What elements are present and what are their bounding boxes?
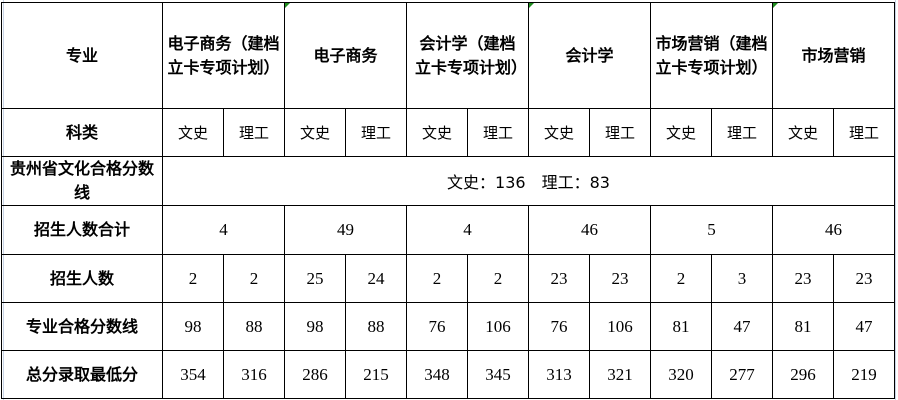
table-cell: 345 (467, 350, 529, 399)
table-cell: 320 (650, 350, 712, 399)
subject-arts: 文史 (284, 108, 346, 157)
major-header: 会计学（建档立卡专项计划） (406, 2, 529, 109)
table-cell: 219 (833, 350, 895, 399)
table-cell: 81 (650, 302, 712, 351)
table-cell: 277 (711, 350, 773, 399)
table-cell: 81 (772, 302, 834, 351)
table-cell: 25 (284, 254, 346, 303)
table-cell: 23 (772, 254, 834, 303)
table-cell: 23 (528, 254, 590, 303)
culture-line-value: 文史：136 理工：83 (162, 156, 895, 206)
total-enroll-value: 4 (406, 205, 529, 255)
subject-label: 科类 (1, 108, 163, 157)
subject-science: 理工 (345, 108, 407, 157)
table-cell: 215 (345, 350, 407, 399)
major-header: 电子商务 (284, 2, 407, 109)
header-row: 专业 电子商务（建档立卡专项计划） 电子商务 会计学（建档立卡专项计划） 会计学… (1, 2, 895, 109)
subject-arts: 文史 (772, 108, 834, 157)
total-enroll-value: 5 (650, 205, 773, 255)
table-cell: 106 (467, 302, 529, 351)
subject-science: 理工 (589, 108, 651, 157)
table-cell: 2 (223, 254, 285, 303)
total-enroll-value: 49 (284, 205, 407, 255)
table-cell: 47 (833, 302, 895, 351)
subject-science: 理工 (223, 108, 285, 157)
subject-science: 理工 (833, 108, 895, 157)
table-cell: 2 (406, 254, 468, 303)
major-header: 市场营销 (772, 2, 895, 109)
table-cell: 286 (284, 350, 346, 399)
culture-line-label: 贵州省文化合格分数线 (1, 156, 163, 206)
culture-line-row: 贵州省文化合格分数线 文史：136 理工：83 (1, 156, 895, 206)
major-header: 会计学 (528, 2, 651, 109)
row-label: 专业合格分数线 (1, 302, 163, 351)
table-cell: 106 (589, 302, 651, 351)
table-cell: 23 (833, 254, 895, 303)
table-cell: 47 (711, 302, 773, 351)
table-cell: 2 (467, 254, 529, 303)
table-cell: 98 (162, 302, 224, 351)
table-cell: 76 (528, 302, 590, 351)
table-cell: 354 (162, 350, 224, 399)
row-label: 招生人数 (1, 254, 163, 303)
subject-arts: 文史 (650, 108, 712, 157)
table-cell: 76 (406, 302, 468, 351)
table-row: 总分录取最低分 354 316 286 215 348 345 313 321 320 277 296… (1, 350, 895, 399)
table-row: 专业合格分数线 98 88 98 88 76 106 76 106 81 47 81 47 (1, 302, 895, 351)
subject-science: 理工 (711, 108, 773, 157)
total-enroll-row: 招生人数合计 4 49 4 46 5 46 (1, 205, 895, 255)
table-cell: 296 (772, 350, 834, 399)
row-label: 总分录取最低分 (1, 350, 163, 399)
total-enroll-label: 招生人数合计 (1, 205, 163, 255)
subject-row: 科类 文史 理工 文史 理工 文史 理工 文史 理工 文史 理工 文史 理工 (1, 108, 895, 157)
table-cell: 3 (711, 254, 773, 303)
table-cell: 23 (589, 254, 651, 303)
major-label: 专业 (1, 2, 163, 109)
table-row: 招生人数 2 2 25 24 2 2 23 23 2 3 23 23 (1, 254, 895, 303)
table-cell: 24 (345, 254, 407, 303)
sheet-gridline (895, 0, 896, 400)
subject-arts: 文史 (406, 108, 468, 157)
table-cell: 348 (406, 350, 468, 399)
table-cell: 88 (223, 302, 285, 351)
table-cell: 2 (650, 254, 712, 303)
table-cell: 2 (162, 254, 224, 303)
major-header: 电子商务（建档立卡专项计划） (162, 2, 285, 109)
total-enroll-value: 46 (772, 205, 895, 255)
table-cell: 321 (589, 350, 651, 399)
table-cell: 313 (528, 350, 590, 399)
table-cell: 88 (345, 302, 407, 351)
table-cell: 98 (284, 302, 346, 351)
subject-science: 理工 (467, 108, 529, 157)
table-cell: 316 (223, 350, 285, 399)
subject-arts: 文史 (162, 108, 224, 157)
total-enroll-value: 4 (162, 205, 285, 255)
major-header: 市场营销（建档立卡专项计划） (650, 2, 773, 109)
total-enroll-value: 46 (528, 205, 651, 255)
subject-arts: 文史 (528, 108, 590, 157)
